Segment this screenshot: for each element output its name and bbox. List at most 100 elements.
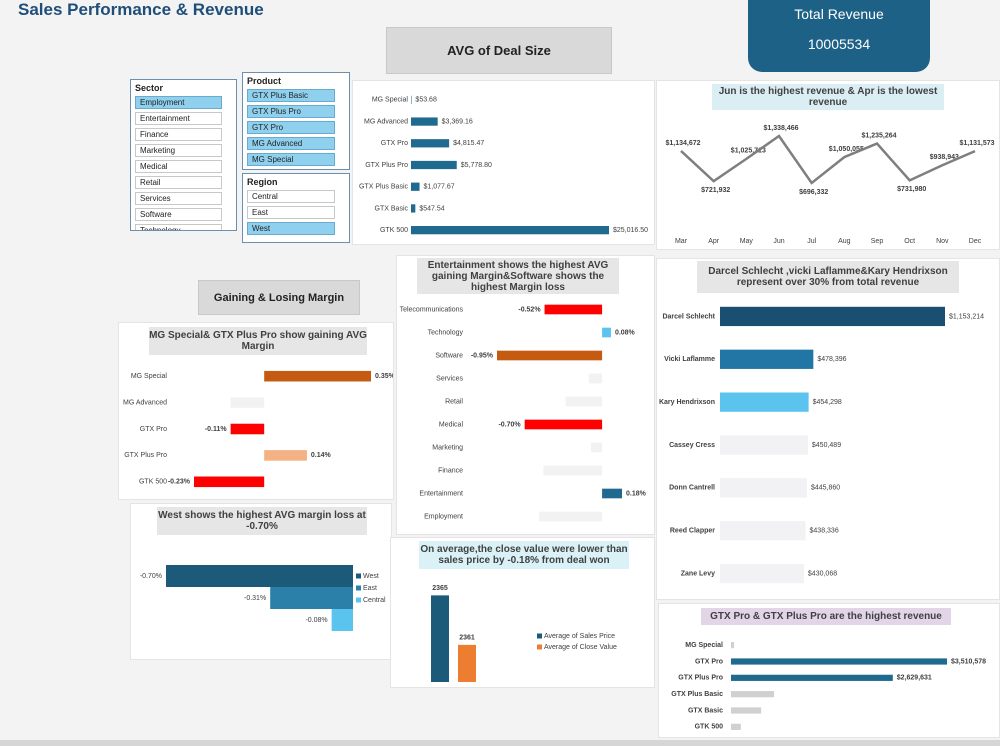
slicer-item[interactable]: GTX Plus Basic: [247, 89, 335, 102]
chart: Darcel Schlecht $1,153,214 Vicki Laflamme $…: [659, 306, 984, 584]
value-label: -0.95%: [471, 352, 494, 359]
value-label: $1,134,672: [665, 140, 700, 147]
chart-panel: -0.70% West -0.31% East -0.08% Central West sh…: [130, 503, 392, 660]
bar: [720, 521, 806, 541]
value-label: $3,510,578: [951, 658, 986, 665]
value-label: $721,932: [701, 187, 730, 194]
category-label: GTX Basic: [375, 205, 409, 212]
category-label: Kary Hendrixson: [659, 399, 715, 406]
slicer-item[interactable]: Medical: [135, 160, 222, 173]
category-label: GTX Plus Basic: [671, 691, 723, 698]
value-label: $3,369.16: [442, 118, 473, 125]
category-label: Vicki Laflamme: [664, 356, 715, 363]
slicer-item[interactable]: MG Special: [247, 153, 335, 166]
chart-header: AVG of Deal Size: [386, 27, 612, 74]
category-label: GTX Plus Basic: [359, 184, 409, 191]
bar: [602, 327, 611, 338]
value-label: $938,943: [930, 154, 959, 161]
value-label: $430,068: [808, 570, 837, 577]
chart: MG Special 0.35% MG Advanced GTX Pro -0.11% G…: [123, 370, 393, 488]
slicer-item[interactable]: MG Advanced: [247, 137, 335, 150]
legend-swatch: [537, 644, 542, 650]
chart: 2365 Average of Sales Price 2361 Average of…: [431, 585, 617, 682]
value-label: -0.52%: [518, 306, 541, 313]
category-label: GTX Plus Pro: [365, 162, 408, 169]
chart-title: MG Special& GTX Plus Pro show gaining AV…: [149, 327, 367, 355]
slicer-item[interactable]: West: [247, 222, 335, 235]
chart: MG Special $53.68 MG Advanced $3,369.16 GTX …: [359, 95, 648, 235]
value-label: -0.08%: [305, 617, 327, 624]
value-label: $1,235,264: [861, 132, 896, 139]
category-label: Retail: [445, 398, 463, 405]
value-label: 0.08%: [615, 329, 636, 336]
value-label: $5,778.80: [461, 162, 492, 169]
x-tick-label: Nov: [936, 238, 949, 245]
x-tick-label: Mar: [675, 238, 688, 245]
legend-label: Central: [363, 597, 386, 604]
bar: [720, 392, 809, 412]
category-label: GTX Plus Pro: [678, 675, 723, 682]
value-label: $1,077.67: [424, 184, 455, 191]
bar: [602, 488, 622, 499]
slicer-item[interactable]: Software: [135, 208, 222, 221]
category-label: Telecommunications: [400, 306, 464, 313]
dashboard-title: Sales Performance & Revenue: [18, 0, 264, 19]
slicer-item[interactable]: Technology: [135, 224, 222, 230]
value-label: $1,153,214: [949, 313, 984, 320]
value-label: $4,815.47: [453, 140, 484, 147]
slicer-item[interactable]: Entertainment: [135, 112, 222, 125]
bar: [230, 397, 265, 408]
legend-label: Average of Close Value: [544, 644, 617, 651]
slicer-item[interactable]: Marketing: [135, 144, 222, 157]
value-label: -0.31%: [244, 595, 266, 602]
slicer-item[interactable]: Finance: [135, 128, 222, 141]
value-label: $53.68: [415, 97, 437, 104]
slicer: Product GTX Plus Basic GTX Plus Pro GTX Pro…: [242, 72, 350, 170]
category-label: Finance: [438, 467, 463, 474]
legend-label: East: [363, 585, 377, 592]
slicer-item[interactable]: GTX Pro: [247, 121, 335, 134]
x-tick-label: Jun: [773, 238, 784, 245]
bar: [411, 139, 450, 148]
value-label: $731,980: [897, 186, 926, 193]
bar: [431, 595, 449, 682]
value-label: -0.70%: [498, 421, 521, 428]
chart: Telecommunications -0.52% Technology 0.08% S…: [400, 304, 647, 522]
chart-panel: Mar $1,134,672 Apr $721,932 May $1,025,713 Jun…: [656, 80, 1000, 250]
category-label: Employment: [424, 513, 463, 520]
chart-title: On average,the close value were lower th…: [419, 541, 629, 569]
legend-swatch: [356, 585, 361, 591]
category-label: MG Special: [131, 373, 168, 380]
kpi-value: 10005534: [807, 36, 871, 52]
bar: [731, 658, 947, 665]
x-tick-label: Jul: [807, 238, 816, 245]
category-label: GTK 500: [695, 724, 724, 731]
value-label: 0.35%: [375, 373, 393, 380]
value-label: -0.11%: [205, 426, 228, 433]
value-label: 2361: [459, 635, 475, 642]
bar: [411, 117, 438, 126]
chart-panel: 2365 Average of Sales Price 2361 Average of…: [390, 537, 655, 688]
slicer: Sector Employment Entertainment Finance Mark…: [130, 79, 237, 231]
slicer-item[interactable]: Employment: [135, 96, 222, 109]
x-tick-label: Apr: [708, 238, 720, 245]
legend-label: Average of Sales Price: [544, 633, 615, 640]
slicer-title: Product: [247, 76, 282, 86]
value-label: $454,298: [813, 399, 842, 406]
chart: MG Special GTX Pro $3,510,578 GTX Plus Pro $…: [671, 642, 986, 731]
category-label: Entertainment: [419, 490, 463, 497]
bar: [411, 95, 412, 104]
category-label: GTK 500: [380, 227, 408, 234]
bar: [731, 723, 741, 730]
slicer-item[interactable]: Retail: [135, 176, 222, 189]
slicer-item[interactable]: Central: [247, 190, 335, 203]
slicer: Region Central East West: [242, 173, 350, 243]
category-label: Donn Cantrell: [669, 485, 715, 492]
slicer-item[interactable]: East: [247, 206, 335, 219]
chart: -0.70% West -0.31% East -0.08% Central: [140, 565, 386, 631]
legend-swatch: [537, 633, 542, 639]
value-label: 2365: [432, 585, 448, 592]
slicer-item[interactable]: Services: [135, 192, 222, 205]
slicer-item[interactable]: GTX Plus Pro: [247, 105, 335, 118]
bar: [411, 226, 609, 235]
